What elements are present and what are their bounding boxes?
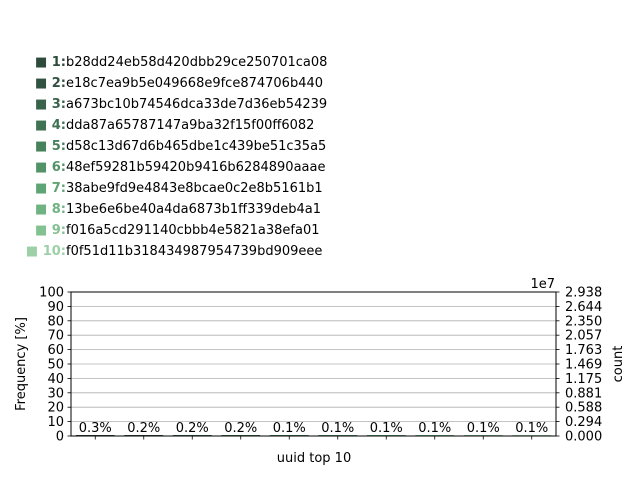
y-tick-label: 10 xyxy=(47,415,64,430)
legend-rank: 3: xyxy=(51,97,66,112)
y-tick-label: 70 xyxy=(47,329,64,344)
bar-value-label: 0.1% xyxy=(467,421,500,436)
bar-value-label: 0.1% xyxy=(515,421,548,436)
y-tick-label: 20 xyxy=(47,401,64,416)
legend-key: ■ 7: xyxy=(35,178,66,199)
y-tick-label: 30 xyxy=(47,386,64,401)
legend-rank: 10: xyxy=(42,244,66,259)
right-y-tick-label: 0.588 xyxy=(565,401,602,416)
right-y-axis: 0.0000.2940.5880.8811.1751.4691.7632.057… xyxy=(556,286,602,445)
legend-item: ■ 7: 38abe9fd9e4843e8bcae0c2e8b5161b1 xyxy=(20,178,380,199)
legend-item: ■ 8: 13be6e6be40a4da6873b1ff339deb4a1 xyxy=(20,199,380,220)
right-y-tick-label: 1.469 xyxy=(565,358,602,373)
legend-key: ■ 8: xyxy=(35,199,66,220)
legend-swatch-icon: ■ xyxy=(34,55,52,70)
legend-rank: 6: xyxy=(51,160,66,175)
legend-swatch-icon: ■ xyxy=(34,97,52,112)
y-tick-label: 100 xyxy=(39,286,64,301)
legend-swatch-icon: ■ xyxy=(34,181,52,196)
grid-lines xyxy=(71,305,556,423)
legend-uuid: 13be6e6be40a4da6873b1ff339deb4a1 xyxy=(66,202,321,217)
bars: 0.3% 0.2% 0.2% 0.2% 0.1% 0.1% 0.1% 0.1% 0.1% 0.1% xyxy=(75,421,552,436)
right-axis-offset-label: 1e7 xyxy=(530,277,555,292)
legend-swatch-icon: ■ xyxy=(34,118,52,133)
bar-value-label: 0.2% xyxy=(224,421,257,436)
legend-key: ■ 3: xyxy=(35,94,66,115)
legend-uuid: b28dd24eb58d420dbb29ce250701ca08 xyxy=(66,55,328,70)
legend-swatch-icon: ■ xyxy=(34,76,52,91)
legend-swatch-icon: ■ xyxy=(34,202,52,217)
legend-uuid: 38abe9fd9e4843e8bcae0c2e8b5161b1 xyxy=(66,181,323,196)
x-axis xyxy=(94,436,533,440)
legend-rank: 1: xyxy=(51,55,66,70)
legend-swatch-icon: ■ xyxy=(34,223,52,238)
legend-rank: 9: xyxy=(51,223,66,238)
legend-item: ■ 1: b28dd24eb58d420dbb29ce250701ca08 xyxy=(20,52,380,73)
legend-rank: 5: xyxy=(51,139,66,154)
legend-rank: 4: xyxy=(51,118,66,133)
legend-item: ■ 5: d58c13d67d6b465dbe1c439be51c35a5 xyxy=(20,136,380,157)
legend-key: ■ 10: xyxy=(26,241,66,262)
right-y-tick-label: 0.294 xyxy=(565,415,602,430)
legend-key: ■ 4: xyxy=(35,115,66,136)
bar-value-label: 0.2% xyxy=(127,421,160,436)
right-y-tick-label: 0.881 xyxy=(565,386,602,401)
legend-key: ■ 6: xyxy=(35,157,66,178)
bar-value-label: 0.1% xyxy=(273,421,306,436)
legend-uuid: a673bc10b74546dca33de7d36eb54239 xyxy=(66,97,328,112)
x-axis-title: uuid top 10 xyxy=(277,451,351,466)
legend-item: ■ 3: a673bc10b74546dca33de7d36eb54239 xyxy=(20,94,380,115)
right-y-tick-label: 1.763 xyxy=(565,343,602,358)
right-y-tick-label: 2.938 xyxy=(565,286,602,301)
y-tick-label: 40 xyxy=(47,372,64,387)
legend-rank: 2: xyxy=(51,76,66,91)
y-axis-title: Frequency [%] xyxy=(14,317,29,411)
legend-swatch-icon: ■ xyxy=(34,160,52,175)
legend-uuid: dda87a65787147a9ba32f15f00ff6082 xyxy=(66,118,315,133)
legend-rank: 8: xyxy=(51,202,66,217)
legend-key: ■ 9: xyxy=(35,220,66,241)
legend-uuid: d58c13d67d6b465dbe1c439be51c35a5 xyxy=(66,139,327,154)
legend-uuid: f0f51d11b318434987954739bd909eee xyxy=(66,244,323,259)
legend-swatch-icon: ■ xyxy=(34,139,52,154)
y-tick-label: 60 xyxy=(47,343,64,358)
legend-item: ■ 9: f016a5cd291140cbbb4e5821a38efa01 xyxy=(20,220,380,241)
legend-rank: 7: xyxy=(51,181,66,196)
right-y-tick-label: 2.057 xyxy=(565,329,602,344)
y-tick-label: 0 xyxy=(56,430,64,445)
legend-item: ■ 6: 48ef59281b59420b9416b6284890aaae xyxy=(20,157,380,178)
legend-uuid: 48ef59281b59420b9416b6284890aaae xyxy=(66,160,326,175)
legend: ■ 1: b28dd24eb58d420dbb29ce250701ca08 ■ 2:… xyxy=(20,52,380,262)
legend-key: ■ 1: xyxy=(35,52,66,73)
bar-value-label: 0.1% xyxy=(418,421,451,436)
bar-value-label: 0.1% xyxy=(370,421,403,436)
right-y-tick-label: 2.644 xyxy=(565,300,602,315)
legend-uuid: f016a5cd291140cbbb4e5821a38efa01 xyxy=(66,223,320,238)
right-y-tick-label: 2.350 xyxy=(565,314,602,329)
y-tick-label: 50 xyxy=(47,358,64,373)
right-y-tick-label: 1.175 xyxy=(565,372,602,387)
y-tick-label: 80 xyxy=(47,314,64,329)
legend-uuid: e18c7ea9b5e049668e9fce874706b440 xyxy=(66,76,324,91)
right-y-axis-title: count xyxy=(611,346,626,383)
bar-value-label: 0.1% xyxy=(321,421,354,436)
legend-item: ■ 10: f0f51d11b318434987954739bd909eee xyxy=(20,241,380,262)
bar-value-label: 0.3% xyxy=(79,421,112,436)
legend-item: ■ 4: dda87a65787147a9ba32f15f00ff6082 xyxy=(20,115,380,136)
y-tick-label: 90 xyxy=(47,300,64,315)
legend-key: ■ 2: xyxy=(35,73,66,94)
legend-key: ■ 5: xyxy=(35,136,66,157)
right-y-tick-label: 0.000 xyxy=(565,430,602,445)
legend-swatch-icon: ■ xyxy=(25,244,43,259)
legend-item: ■ 2: e18c7ea9b5e049668e9fce874706b440 xyxy=(20,73,380,94)
bar-value-label: 0.2% xyxy=(176,421,209,436)
